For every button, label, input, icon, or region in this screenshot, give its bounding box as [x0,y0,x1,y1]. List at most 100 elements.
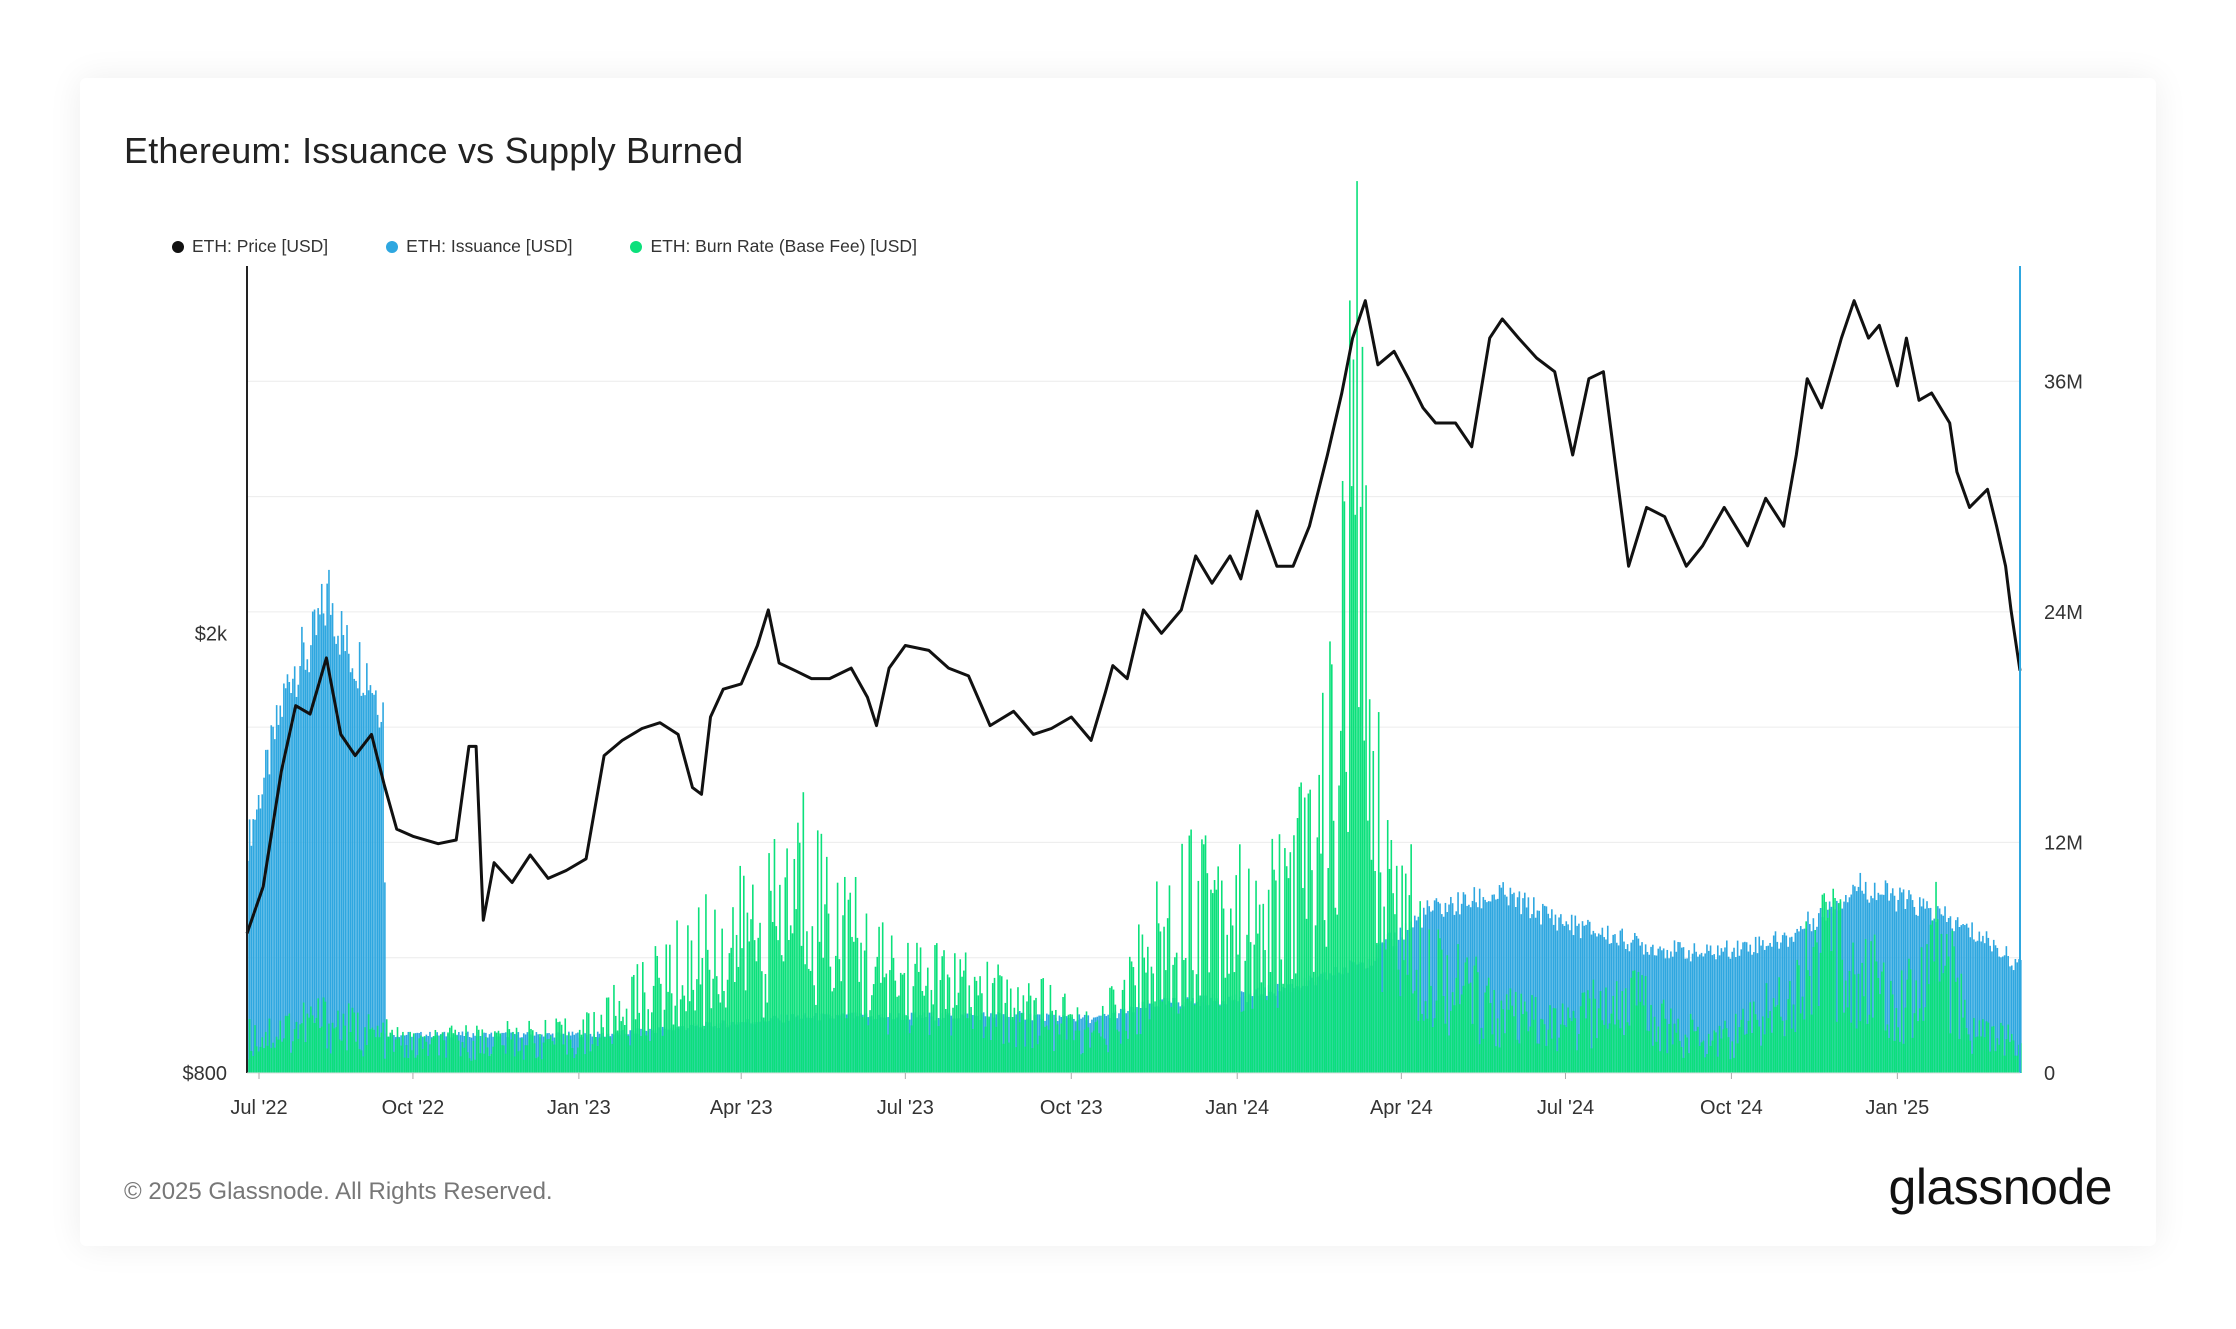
burn-bar [1814,929,1816,1073]
burn-bar [1547,1029,1550,1073]
x-tick-label: Jul '23 [877,1097,934,1119]
burn-bar [320,1026,323,1073]
price-line [245,299,2022,934]
burn-bar [423,1036,426,1073]
burn-bar [834,955,837,1073]
burn-bar [1226,934,1228,1073]
burn-bar [952,1007,954,1073]
burn-bar [1210,889,1212,1073]
issuance-bar [1751,954,1753,1073]
burn-bar [1437,929,1440,1073]
legend-item-price[interactable]: ETH: Price [USD] [172,236,328,257]
burn-bar [1827,917,1829,1073]
issuance-bar [281,716,283,1073]
burn-bar [1733,1057,1735,1073]
issuance-bar [376,714,379,1073]
issuance-bar [1543,905,1546,1073]
burn-bar [723,990,725,1073]
issuance-bar [1567,924,1569,1073]
burn-bar [1462,985,1465,1073]
issuance-bar [1688,950,1690,1073]
burn-bar [1363,740,1366,1073]
burn-bar [257,1051,260,1073]
issuance-bar [1895,911,1898,1073]
burn-bar [1552,1007,1555,1073]
issuance-bar [1962,924,1964,1073]
burn-bar [362,1056,365,1073]
burn-bar [743,875,745,1073]
burn-bar [1863,996,1865,1073]
burn-bar [1583,992,1586,1073]
burn-bar [494,1031,496,1073]
burn-bar [544,1019,547,1073]
burn-bar [277,1039,280,1073]
burn-bar [1740,1019,1743,1073]
burn-bar [571,1048,574,1073]
legend-item-burn[interactable]: ETH: Burn Rate (Base Fee) [USD] [630,236,917,257]
burn-bar [656,955,659,1073]
burn-bar [569,1039,572,1073]
burn-bar [1745,1033,1748,1073]
burn-bar [899,972,902,1073]
burn-bar [1682,1057,1685,1073]
burn-bar [916,942,918,1073]
burn-bar [1693,1031,1696,1073]
burn-bar [1974,1037,1977,1073]
burn-bar [1938,981,1941,1073]
burn-bar [1280,959,1283,1073]
issuance-bar [468,1036,471,1073]
issuance-bar [573,1034,576,1073]
burn-bar [1587,990,1589,1073]
burn-bar [1601,1020,1604,1073]
burn-bar [1446,955,1449,1073]
burn-bar [1684,1034,1687,1073]
burn-bar [1303,797,1306,1073]
burn-bar [286,1015,289,1073]
issuance-bar [1758,936,1761,1073]
burn-bar [1417,1020,1420,1073]
legend-item-issuance[interactable]: ETH: Issuance [USD] [386,236,572,257]
issuance-bar [1525,907,1528,1073]
burn-bar [1738,1027,1741,1073]
burn-bar [1924,1007,1927,1073]
burn-bar [1828,908,1831,1073]
burn-bar [1801,996,1804,1073]
burn-bar [412,1033,415,1073]
issuance-bar [1884,880,1887,1073]
burn-bar [856,937,859,1073]
burn-bar [2003,1055,2006,1073]
burn-bar [825,856,828,1073]
issuance-bar [1783,932,1786,1073]
burn-bar [1659,1051,1661,1073]
burn-bar [1276,1007,1279,1073]
issuance-bar [1922,898,1925,1073]
burn-bar [1805,921,1807,1073]
burn-bar [1300,782,1302,1073]
burn-bar [708,969,711,1073]
burn-bar [1507,1009,1510,1073]
burn-bar [912,986,915,1073]
issuance-bar [1572,935,1575,1073]
issuance-bar [1578,923,1580,1073]
copyright-text: © 2025 Glassnode. All Rights Reserved. [124,1178,553,1205]
issuance-bar [1891,888,1894,1073]
burn-bar [1098,1033,1100,1073]
burn-bar [795,909,797,1073]
burn-bar [629,1045,631,1073]
burn-bar [367,1014,370,1073]
issuance-bar [2007,956,2009,1073]
burn-bar [292,1041,294,1073]
burn-bar [1864,938,1867,1073]
burn-bar [1747,1020,1750,1073]
burn-bar [1340,730,1342,1073]
burn-bar [1477,972,1479,1073]
burn-bar [1565,1026,1568,1073]
burn-bar [259,1046,262,1073]
burn-bar [759,922,761,1073]
issuance-bar [1542,903,1544,1073]
burn-bar [674,1005,677,1073]
burn-bar [1944,965,1946,1073]
burn-bar [272,1042,274,1073]
burn-bar [793,858,796,1073]
burn-bar [1248,868,1250,1073]
